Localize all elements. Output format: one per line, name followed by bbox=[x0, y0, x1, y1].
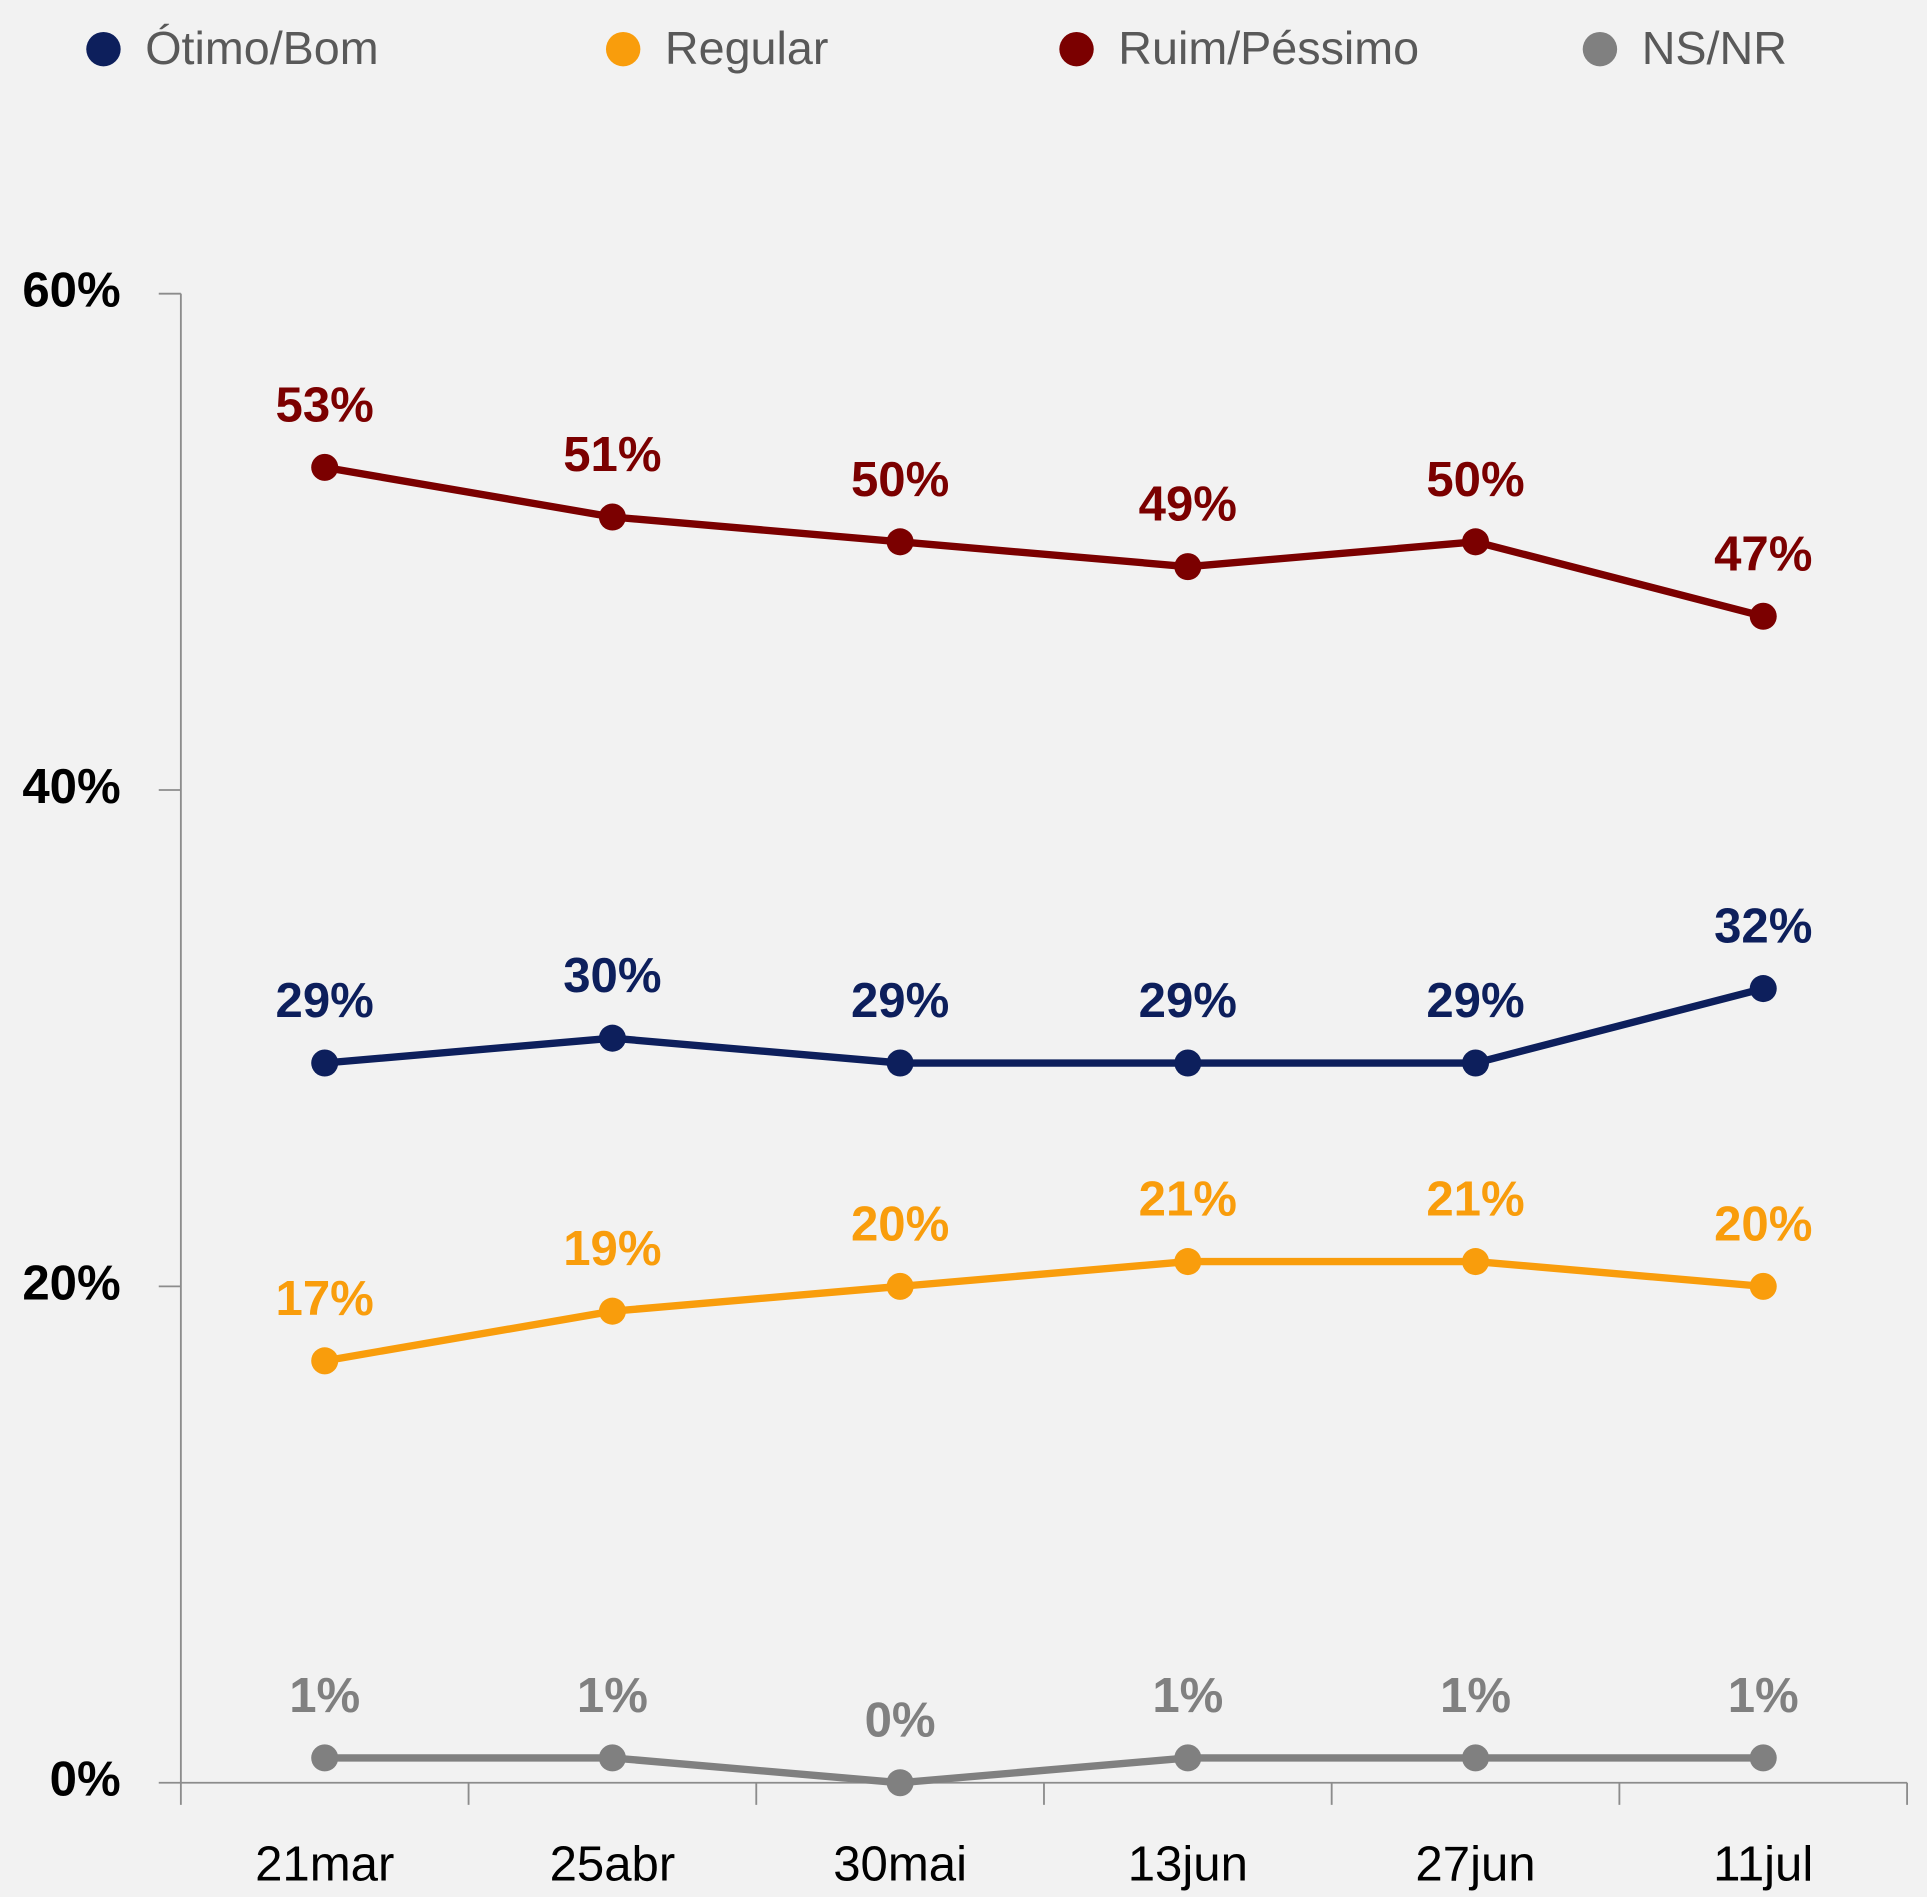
data-label: 1% bbox=[1152, 1669, 1223, 1723]
legend-marker bbox=[86, 31, 121, 67]
data-label: 1% bbox=[289, 1669, 360, 1723]
data-point bbox=[886, 528, 914, 556]
x-tick-label: 27jun bbox=[1415, 1837, 1535, 1891]
data-label: 51% bbox=[563, 428, 661, 482]
legend-label: Ótimo/Bom bbox=[145, 22, 378, 74]
x-tick-label: 25abr bbox=[550, 1837, 676, 1891]
data-point bbox=[1749, 602, 1777, 630]
data-label: 1% bbox=[577, 1669, 648, 1723]
legend-label: Regular bbox=[665, 22, 828, 74]
legend-marker bbox=[1582, 31, 1618, 67]
data-point bbox=[1174, 1744, 1202, 1772]
data-point bbox=[886, 1769, 914, 1797]
data-point bbox=[598, 1024, 626, 1052]
legend-label: NS/NR bbox=[1642, 22, 1787, 74]
x-tick-label: 11jul bbox=[1713, 1837, 1813, 1891]
legend-marker bbox=[1059, 31, 1094, 67]
data-label: 32% bbox=[1714, 900, 1812, 954]
data-label: 0% bbox=[865, 1694, 936, 1748]
data-label: 1% bbox=[1440, 1669, 1511, 1723]
series-line bbox=[324, 984, 1765, 1067]
legend-marker bbox=[605, 31, 641, 67]
data-point bbox=[1462, 1248, 1490, 1276]
data-point bbox=[1749, 1744, 1777, 1772]
data-point bbox=[1462, 1049, 1490, 1077]
data-point bbox=[598, 1744, 626, 1772]
data-label: 19% bbox=[563, 1222, 661, 1276]
data-label: 20% bbox=[1714, 1197, 1812, 1251]
data-label: 29% bbox=[1139, 974, 1237, 1028]
y-tick-label: 40% bbox=[22, 760, 120, 814]
x-tick-label: 13jun bbox=[1128, 1837, 1248, 1891]
data-point bbox=[311, 1744, 339, 1772]
data-point bbox=[886, 1049, 914, 1077]
data-label: 49% bbox=[1139, 478, 1237, 532]
y-tick-label: 20% bbox=[22, 1256, 120, 1310]
data-point bbox=[1174, 553, 1202, 581]
data-point bbox=[311, 453, 339, 481]
data-point bbox=[311, 1049, 339, 1077]
data-label: 29% bbox=[1426, 974, 1524, 1028]
legend-label: Ruim/Péssimo bbox=[1118, 22, 1419, 74]
data-label: 17% bbox=[276, 1272, 374, 1326]
data-point bbox=[1749, 975, 1777, 1003]
data-label: 20% bbox=[851, 1197, 949, 1251]
data-point bbox=[598, 1297, 626, 1325]
data-point bbox=[1174, 1248, 1202, 1276]
data-label: 47% bbox=[1714, 527, 1812, 581]
data-label: 29% bbox=[851, 974, 949, 1028]
series-line bbox=[324, 1257, 1764, 1365]
series-line bbox=[324, 1754, 1764, 1787]
x-tick-label: 30mai bbox=[833, 1837, 967, 1891]
data-point bbox=[1462, 1744, 1490, 1772]
y-tick-label: 0% bbox=[50, 1753, 121, 1807]
data-label: 50% bbox=[851, 453, 949, 507]
data-point bbox=[1462, 528, 1490, 556]
data-point bbox=[598, 503, 626, 531]
data-point bbox=[1174, 1049, 1202, 1077]
data-point bbox=[1749, 1272, 1777, 1300]
y-tick-label: 60% bbox=[22, 264, 120, 318]
data-label: 53% bbox=[276, 378, 374, 432]
data-label: 29% bbox=[276, 974, 374, 1028]
data-label: 30% bbox=[563, 949, 661, 1003]
data-label: 50% bbox=[1426, 453, 1524, 507]
data-label: 21% bbox=[1426, 1173, 1524, 1227]
x-tick-label: 21mar bbox=[255, 1837, 394, 1891]
series-line bbox=[324, 463, 1765, 620]
data-label: 1% bbox=[1728, 1669, 1799, 1723]
data-label: 21% bbox=[1139, 1173, 1237, 1227]
data-point bbox=[886, 1272, 914, 1300]
data-point bbox=[311, 1347, 339, 1375]
